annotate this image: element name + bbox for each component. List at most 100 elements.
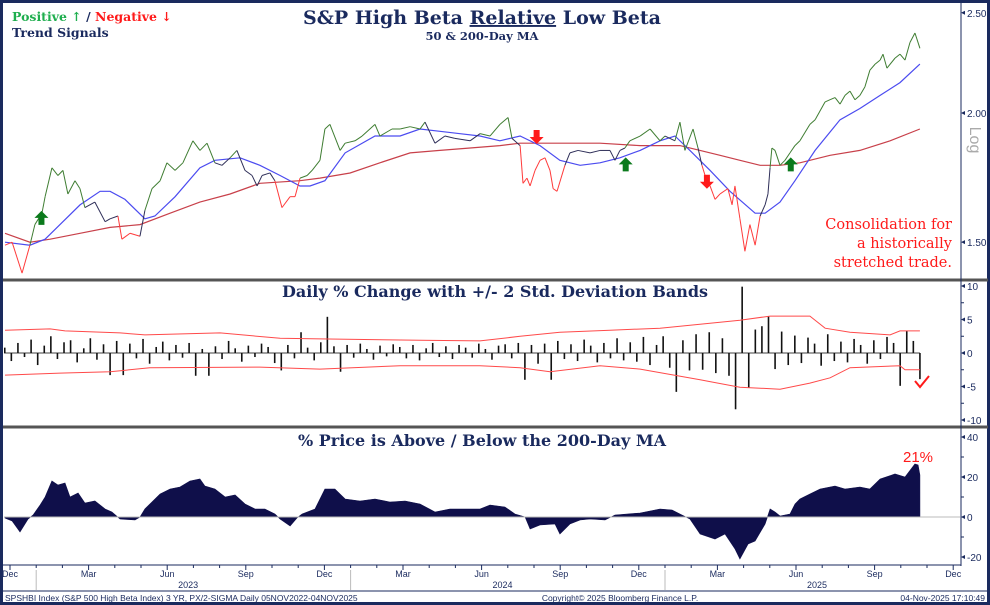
price-segment — [899, 53, 906, 61]
price-segment — [874, 59, 881, 65]
price-segment — [529, 170, 536, 187]
price-segment — [629, 135, 641, 142]
price-segment — [329, 124, 341, 151]
price-segment — [674, 121, 681, 141]
pct-vs-ma-panel — [4, 463, 960, 560]
price-segment — [182, 140, 194, 164]
change-axis-tick-label: -5 — [967, 383, 976, 394]
price-segment — [339, 142, 346, 151]
price-segment — [519, 145, 524, 184]
price-axis-tick-label: 1.50 — [967, 238, 987, 249]
price-segment — [569, 149, 579, 154]
price-segment — [251, 175, 258, 187]
price-segment — [759, 204, 766, 217]
price-segment — [117, 215, 123, 240]
signal-up-arrow-icon — [783, 157, 798, 172]
legend-positive: Positive ↑ — [12, 9, 82, 24]
title-part: Low Beta — [556, 7, 661, 29]
price-segment — [609, 150, 616, 161]
check-mark-icon — [914, 375, 930, 389]
price-segment — [79, 188, 86, 208]
price-segment — [779, 159, 786, 166]
title-part: S&P High Beta — [303, 7, 470, 29]
price-segment — [400, 126, 411, 130]
price-segment — [306, 170, 313, 176]
price-segment — [21, 245, 31, 274]
signal-down-arrow-icon — [529, 130, 544, 145]
price-axis-tick — [961, 111, 965, 115]
price-segment — [269, 172, 276, 181]
pct-label: 21% — [903, 449, 933, 466]
price-segment — [159, 162, 168, 181]
price-segment — [299, 175, 308, 179]
price-segment — [664, 135, 676, 142]
signal-up-arrow-icon — [34, 210, 49, 225]
price-axis-tick — [961, 240, 965, 245]
chart-title: S&P High Beta Relative Low Beta — [303, 7, 661, 29]
change-axis-tick-label: 10 — [967, 282, 979, 293]
price-segment — [749, 224, 756, 246]
signal-down-arrow-icon — [699, 174, 714, 189]
lower-band-line — [4, 365, 920, 390]
price-axis-tick-label: 2.50 — [967, 9, 987, 20]
price-segment — [319, 128, 326, 161]
price-segment — [104, 218, 111, 223]
price-segment — [784, 152, 791, 161]
price-segment — [839, 95, 846, 105]
price-segment — [679, 121, 686, 151]
month-label: Jun — [474, 569, 489, 579]
pct-axis-tick — [961, 555, 965, 559]
month-label: Mar — [395, 569, 411, 579]
price-segment — [489, 124, 501, 137]
price-segment — [434, 135, 446, 144]
price-segment — [809, 119, 816, 125]
price-segment — [534, 160, 541, 171]
month-label: Sep — [552, 569, 568, 579]
price-segment — [754, 215, 761, 246]
price-segment — [739, 218, 746, 252]
price-segment — [62, 170, 69, 195]
upper-band-line — [4, 315, 920, 342]
price-segment — [139, 210, 146, 237]
price-segment — [44, 167, 53, 197]
price-segment — [556, 165, 566, 192]
price-segment — [499, 117, 509, 125]
price-segment — [834, 97, 841, 105]
month-label: Sep — [867, 569, 883, 579]
price-segment — [619, 147, 626, 151]
pct-axis-tick — [961, 435, 965, 439]
annotation-line-3: stretched trade. — [834, 255, 952, 271]
price-segment — [789, 145, 796, 154]
price-segment — [649, 128, 661, 142]
price-segment — [419, 121, 426, 130]
pct-axis-tick — [961, 475, 965, 479]
price-segment — [549, 170, 554, 189]
price-segment — [864, 70, 871, 87]
price-segment — [174, 162, 184, 171]
price-segment — [734, 185, 741, 219]
price-segment — [744, 224, 751, 252]
price-segment — [854, 95, 861, 101]
month-label: Jun — [160, 569, 175, 579]
price-segment — [354, 135, 363, 142]
price-segment — [692, 128, 699, 149]
price-panel — [4, 32, 921, 274]
month-label: Jun — [789, 569, 804, 579]
price-segment — [882, 54, 888, 69]
price-segment — [539, 157, 546, 161]
year-label: 2024 — [493, 580, 513, 590]
price-segment — [507, 117, 513, 139]
price-segment — [774, 150, 781, 166]
price-segment — [144, 188, 153, 211]
log-axis-label: Log — [966, 127, 983, 154]
price-segment — [11, 242, 23, 274]
panel-title-daily-change: Daily % Change with +/- 2 Std. Deviation… — [282, 282, 708, 301]
price-segment — [829, 97, 836, 101]
price-segment — [844, 90, 851, 96]
price-segment — [894, 53, 901, 59]
price-segment — [324, 124, 331, 130]
pct-axis-tick-label: -20 — [967, 553, 982, 564]
price-axis-tick-label: 2.00 — [967, 109, 987, 120]
price-segment — [256, 175, 263, 187]
